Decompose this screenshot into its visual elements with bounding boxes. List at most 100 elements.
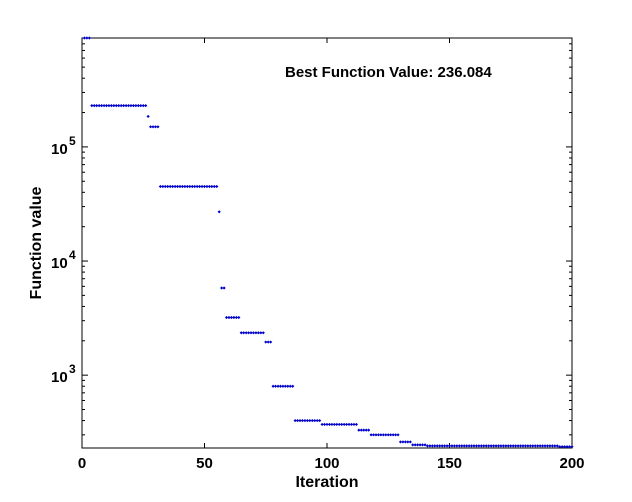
axis-ticks <box>81 37 573 448</box>
best-value-annotation: Best Function Value: 236.084 <box>285 64 492 81</box>
data-point <box>469 444 474 448</box>
data-point <box>276 384 280 388</box>
data-point <box>450 444 454 448</box>
data-point <box>173 184 177 189</box>
data-point <box>112 104 116 108</box>
data-point <box>472 444 476 448</box>
data-point <box>220 286 224 290</box>
x-axis-title: Iteration <box>295 474 358 491</box>
data-point <box>511 444 515 448</box>
data-point <box>141 104 145 108</box>
data-point <box>416 443 420 447</box>
data-point <box>560 445 564 449</box>
data-point <box>413 443 417 447</box>
data-point <box>212 184 216 189</box>
data-point <box>202 184 207 189</box>
data-point <box>406 440 410 444</box>
data-point <box>200 184 204 189</box>
data-point <box>462 444 466 448</box>
data-point <box>384 433 388 437</box>
data-point <box>281 384 285 388</box>
data-point <box>168 184 172 189</box>
x-tick-label: 0 <box>78 455 86 472</box>
data-point <box>254 331 258 335</box>
data-point <box>379 433 383 437</box>
data-point <box>396 433 400 437</box>
data-point <box>313 418 317 423</box>
data-point <box>369 433 373 437</box>
y-tick-label: 10 4 <box>51 248 76 272</box>
data-point <box>440 444 444 448</box>
y-tick-label: 10 3 <box>51 362 76 386</box>
data-point <box>224 315 229 320</box>
data-point <box>428 444 432 448</box>
data-point <box>242 331 246 335</box>
data-point <box>109 104 113 108</box>
data-point <box>90 104 94 108</box>
data-point <box>322 422 327 427</box>
data-point <box>438 444 442 448</box>
data-point <box>247 331 251 335</box>
x-tick-label: 200 <box>559 455 584 472</box>
data-point <box>452 444 456 448</box>
data-point <box>161 184 165 189</box>
x-tick-label: 50 <box>196 455 213 472</box>
data-point <box>430 444 434 448</box>
data-point <box>435 444 439 448</box>
data-points <box>82 36 574 449</box>
data-point <box>87 36 91 40</box>
data-point <box>337 422 341 427</box>
data-point <box>425 444 430 448</box>
data-point <box>180 184 185 189</box>
data-point <box>249 331 253 335</box>
data-point <box>234 315 238 320</box>
data-point <box>308 418 312 423</box>
data-point <box>359 428 363 432</box>
data-point <box>153 125 158 129</box>
data-point <box>494 444 498 448</box>
data-point <box>286 384 290 388</box>
data-point <box>411 443 415 447</box>
data-point <box>185 184 189 189</box>
y-tick-base: 10 <box>51 255 68 272</box>
data-point <box>283 384 287 388</box>
data-point <box>347 422 351 427</box>
data-point <box>381 433 385 437</box>
data-point <box>489 444 493 448</box>
data-point <box>367 428 371 432</box>
data-point <box>374 433 378 437</box>
data-point <box>492 444 496 448</box>
data-point <box>102 104 106 108</box>
x-tick-label: 100 <box>314 455 339 472</box>
data-point <box>190 184 194 189</box>
data-point <box>325 422 329 427</box>
data-point <box>264 340 268 344</box>
data-point <box>215 184 219 189</box>
data-point <box>536 444 540 448</box>
data-point <box>166 184 170 189</box>
data-point <box>227 315 231 320</box>
data-point <box>97 104 101 108</box>
data-point <box>386 433 390 437</box>
data-point <box>479 444 483 448</box>
data-point <box>239 331 243 335</box>
data-point <box>345 422 349 427</box>
data-point <box>273 384 278 388</box>
data-point <box>266 340 270 344</box>
data-point <box>538 444 542 448</box>
data-point <box>232 315 236 320</box>
x-tick-label: 150 <box>437 455 462 472</box>
data-point <box>122 104 126 108</box>
data-point <box>217 210 221 214</box>
data-point <box>114 104 118 108</box>
data-point <box>193 184 197 189</box>
data-point <box>408 440 412 444</box>
data-point <box>237 315 241 320</box>
data-point <box>403 440 407 444</box>
data-point <box>305 418 309 423</box>
y-tick-exponent: 5 <box>69 134 76 148</box>
data-point <box>104 104 109 108</box>
data-point <box>423 443 427 447</box>
data-point <box>565 445 569 449</box>
data-point <box>298 418 302 423</box>
